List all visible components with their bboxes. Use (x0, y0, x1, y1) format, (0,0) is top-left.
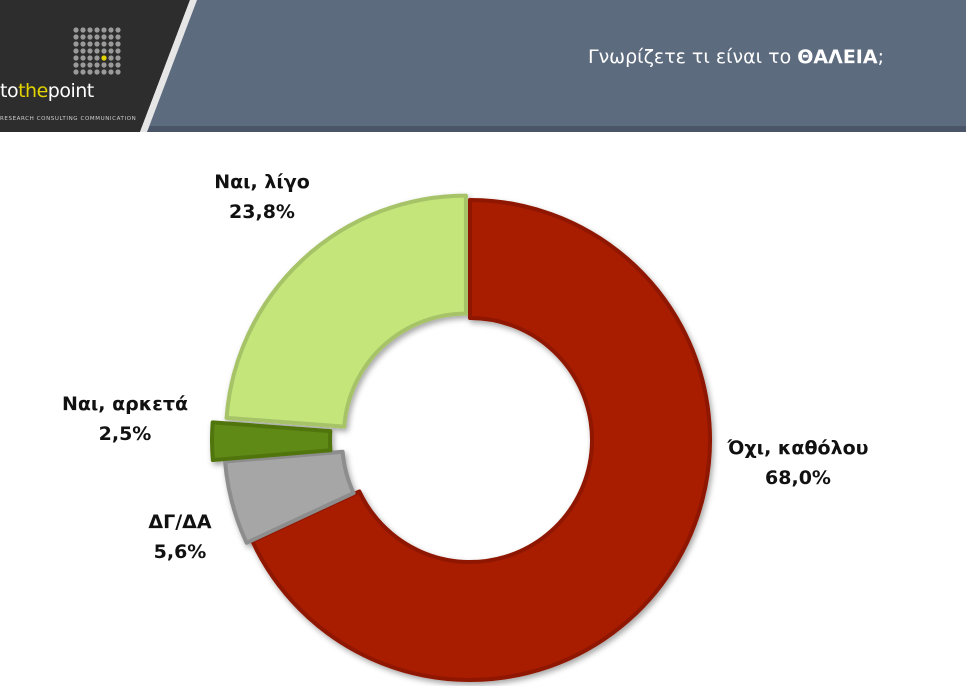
slice-value-label: 23,8% (229, 201, 295, 223)
slice-label: Ναι, αρκετά (62, 393, 188, 415)
title-text: Γνωρίζετε τι είναι το (587, 46, 798, 68)
header-background (0, 0, 966, 132)
logo-dot-grid-icon (73, 27, 121, 75)
header-banner: tothepoint RESEARCH CONSULTING COMMUNICA… (0, 0, 966, 132)
slice-label: ΔΓ/ΔΑ (148, 511, 211, 533)
logo-part-1: to (0, 80, 19, 102)
title-bold: ΘΑΛΕΙΑ (797, 46, 878, 68)
slice-value-label: 2,5% (99, 423, 152, 445)
slice-label: Ναι, λίγο (214, 171, 310, 193)
donut-slice (224, 193, 468, 429)
donut-slice (210, 420, 333, 463)
page-title: Γνωρίζετε τι είναι το ΘΑΛΕΙΑ; (588, 46, 884, 68)
logo-part-3: point (47, 80, 94, 102)
chart-slices (210, 193, 712, 682)
logo-wordmark: tothepoint (0, 80, 94, 102)
chart-labels: Όχι, καθόλου 68,0% ΔΓ/ΔΑ 5,6% Ναι, αρκετά 2,5… (62, 171, 869, 563)
slice-value-label: 68,0% (765, 467, 831, 489)
logo-part-2: the (18, 80, 48, 102)
slice-label: Όχι, καθόλου (727, 437, 869, 459)
donut-slice (250, 198, 712, 682)
title-end: ; (877, 46, 884, 68)
slice-value-label: 5,6% (154, 541, 207, 563)
donut-slice (223, 449, 356, 545)
logo-tagline: RESEARCH CONSULTING COMMUNICATION (0, 116, 137, 122)
